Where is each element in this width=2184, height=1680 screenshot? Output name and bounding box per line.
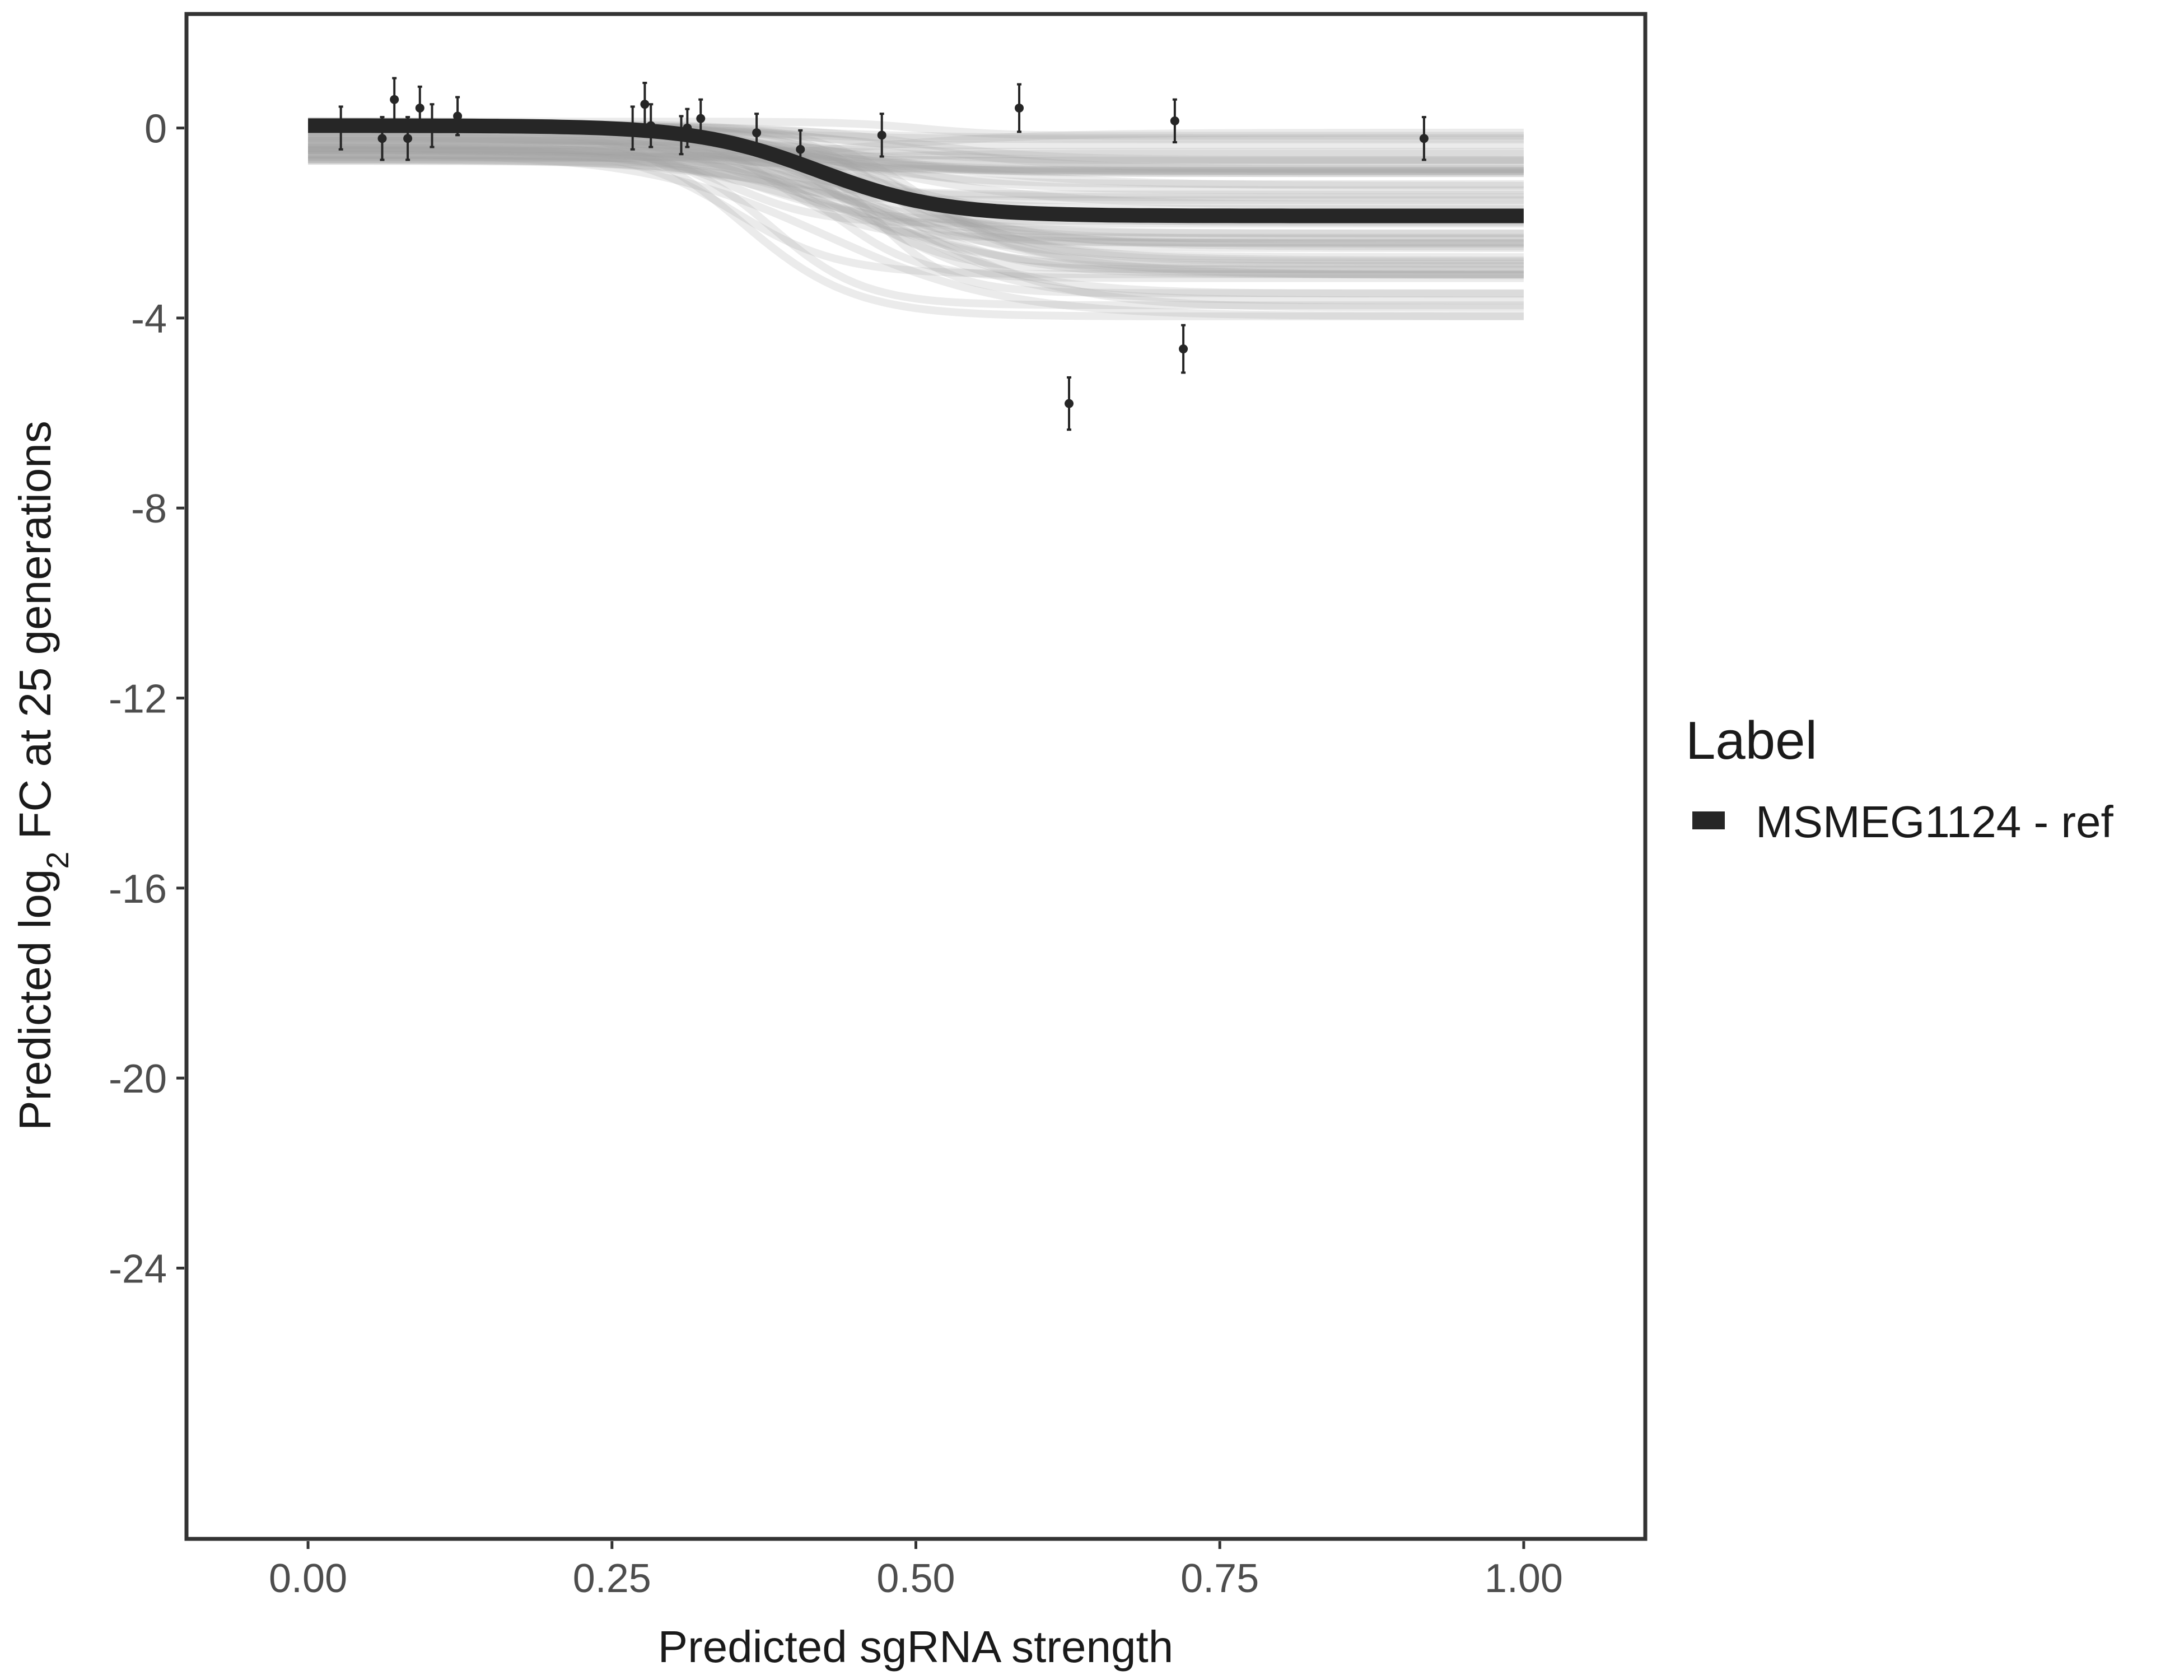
data-point-group	[336, 105, 346, 151]
data-point-group	[427, 103, 437, 148]
x-tick-label: 1.00	[1485, 1556, 1563, 1601]
data-point-group	[1065, 376, 1074, 431]
y-tick-label: -20	[109, 1057, 167, 1102]
y-axis: 0 -4 -8 -12 -16 -20 -24	[109, 107, 184, 1291]
data-point	[628, 123, 637, 133]
data-point	[453, 111, 463, 121]
fit-curve-group	[308, 118, 1524, 223]
y-tick-label: -8	[131, 487, 167, 531]
data-point-group	[1419, 116, 1429, 161]
data-point	[1015, 103, 1024, 113]
y-tick-label: -24	[109, 1247, 167, 1291]
posterior-draw-line	[308, 138, 1524, 172]
posterior-draw-line	[308, 144, 1524, 175]
posterior-draw-line	[308, 134, 1524, 298]
data-point-group	[403, 116, 413, 161]
data-point	[427, 121, 437, 130]
posterior-draw-line	[308, 134, 1524, 262]
data-point-group	[628, 105, 637, 151]
data-point	[1179, 344, 1188, 354]
posterior-draw-line	[308, 141, 1524, 190]
y-tick-label: -12	[109, 677, 167, 722]
posterior-draw-line	[308, 137, 1524, 156]
posterior-draw-line	[308, 144, 1524, 228]
data-point	[646, 121, 656, 130]
y-tick-label: 0	[144, 107, 167, 152]
data-point	[752, 128, 762, 138]
data-point	[1170, 116, 1179, 125]
posterior-draw-line	[308, 150, 1524, 320]
data-point	[796, 144, 805, 154]
posterior-draw-line	[308, 146, 1524, 165]
data-point-group	[646, 103, 656, 148]
posterior-draw-line	[308, 147, 1524, 175]
data-point	[1065, 399, 1074, 408]
posterior-draw-line	[308, 143, 1524, 310]
data-point-group	[390, 77, 399, 122]
data-point	[1419, 134, 1429, 143]
posterior-draw-line	[308, 146, 1524, 237]
data-point	[696, 114, 706, 123]
posterior-draw-line	[308, 144, 1524, 279]
data-point	[683, 123, 692, 133]
data-point-group	[377, 116, 387, 161]
data-point-group	[752, 113, 762, 153]
posterior-draw-line	[308, 146, 1524, 278]
data-point-group	[877, 113, 886, 158]
data-points	[336, 77, 1429, 431]
posterior-draw-line	[308, 128, 1524, 163]
data-point-group	[796, 129, 805, 170]
posterior-draw-line	[308, 157, 1524, 305]
posterior-draw-line	[308, 156, 1524, 238]
y-axis-title-suffix: FC at 25 generations	[10, 421, 60, 851]
y-axis-title: Predicted log2 FC at 25 generations	[10, 421, 75, 1130]
data-point-group	[1179, 324, 1188, 374]
data-point-group	[640, 82, 650, 127]
legend: Label MSMEG1124 - ref	[1686, 711, 2113, 847]
data-point-group	[676, 115, 686, 156]
data-point	[403, 134, 413, 143]
legend-title: Label	[1686, 711, 1817, 771]
posterior-draw-line	[308, 150, 1524, 161]
y-axis-title-subscript: 2	[40, 852, 75, 869]
data-point-group	[453, 96, 463, 137]
data-point	[640, 100, 650, 109]
plot-panel-border	[184, 12, 1648, 1541]
fit-curve-line	[308, 118, 1524, 223]
data-point	[676, 130, 686, 140]
x-axis: 0.00 0.25 0.50 0.75 1.00	[269, 1541, 1563, 1601]
x-tick-label: 0.50	[876, 1556, 955, 1601]
data-point-group	[415, 85, 424, 131]
x-tick-label: 0.75	[1180, 1556, 1259, 1601]
data-point	[415, 103, 424, 113]
data-point	[336, 123, 346, 133]
posterior-draw-line	[308, 137, 1524, 178]
x-tick-label: 0.25	[573, 1556, 651, 1601]
y-tick-label: -16	[109, 867, 167, 912]
data-point-group	[683, 108, 692, 148]
posterior-draw-line	[308, 146, 1524, 174]
data-point-group	[1015, 83, 1024, 133]
data-point	[877, 130, 886, 140]
posterior-draw-line	[308, 137, 1524, 177]
x-axis-title: Predicted sgRNA strength	[658, 1622, 1173, 1672]
posterior-draw-line	[308, 146, 1524, 165]
posterior-draw-line	[308, 153, 1524, 282]
data-point-group	[1170, 98, 1179, 144]
posterior-draw-line	[308, 151, 1524, 312]
legend-key-swatch	[1692, 811, 1725, 829]
data-point	[390, 95, 399, 104]
posterior-draw-line	[308, 130, 1524, 297]
legend-entry-label: MSMEG1124 - ref	[1756, 797, 2113, 847]
x-tick-label: 0.00	[269, 1556, 347, 1601]
y-axis-title-prefix: Predicted log	[10, 869, 60, 1131]
data-point	[377, 134, 387, 143]
y-tick-label: -4	[131, 297, 167, 342]
posterior-draw-line	[308, 132, 1524, 278]
data-point-group	[696, 98, 706, 139]
